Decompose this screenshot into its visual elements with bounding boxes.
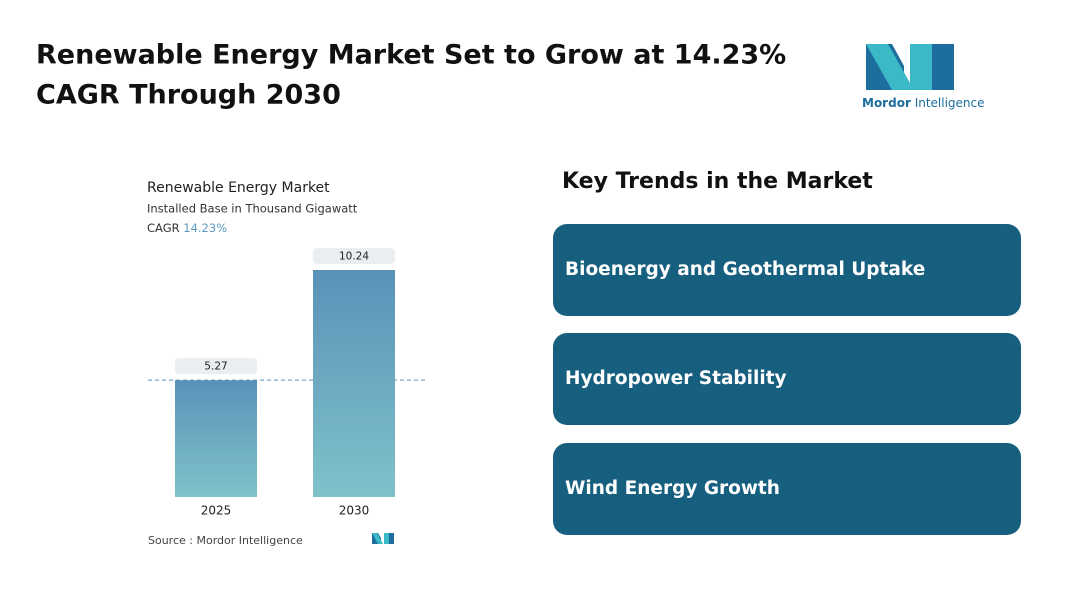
trend-card — [553, 224, 1021, 316]
trends-title: Key Trends in the Market — [562, 169, 873, 194]
logo-text: Mordor Intelligence — [862, 96, 985, 110]
cagr-value: 14.23% — [183, 221, 227, 235]
x-tick-label: 2030 — [339, 504, 370, 518]
chart-title: Renewable Energy Market — [147, 180, 330, 196]
source-label: Source : — [148, 534, 193, 547]
source: Source : Mordor Intelligence — [148, 534, 303, 547]
value-label: 10.24 — [339, 251, 369, 263]
page-title: Renewable Energy Market Set to Grow at 1… — [36, 40, 786, 71]
trend-text: Hydropower Stability — [565, 368, 787, 389]
logo-brand: Mordor — [862, 96, 911, 110]
cagr-label: CAGR — [147, 221, 180, 235]
logo-icon — [866, 44, 954, 90]
source-text: Mordor Intelligence — [196, 534, 303, 547]
cagr: CAGR 14.23% — [147, 221, 227, 235]
bar — [313, 270, 395, 497]
trend-card — [553, 443, 1021, 535]
bar — [175, 380, 257, 497]
trends: Bioenergy and Geothermal Uptake Hydropowe… — [553, 224, 1021, 535]
chart: 5.27 2025 10.24 2030 — [148, 248, 426, 518]
trend-text: Wind Energy Growth — [565, 478, 780, 499]
value-label-bg — [313, 248, 395, 264]
logo-suffix: Intelligence — [915, 96, 985, 110]
value-label: 5.27 — [204, 361, 227, 373]
source-logo — [372, 533, 394, 544]
page-title: CAGR Through 2030 — [36, 80, 341, 111]
chart-subtitle: Installed Base in Thousand Gigawatt — [147, 202, 358, 216]
x-tick-label: 2025 — [201, 504, 232, 518]
trend-card — [553, 333, 1021, 425]
trend-text: Bioenergy and Geothermal Uptake — [565, 259, 925, 280]
value-label-bg — [175, 358, 257, 375]
